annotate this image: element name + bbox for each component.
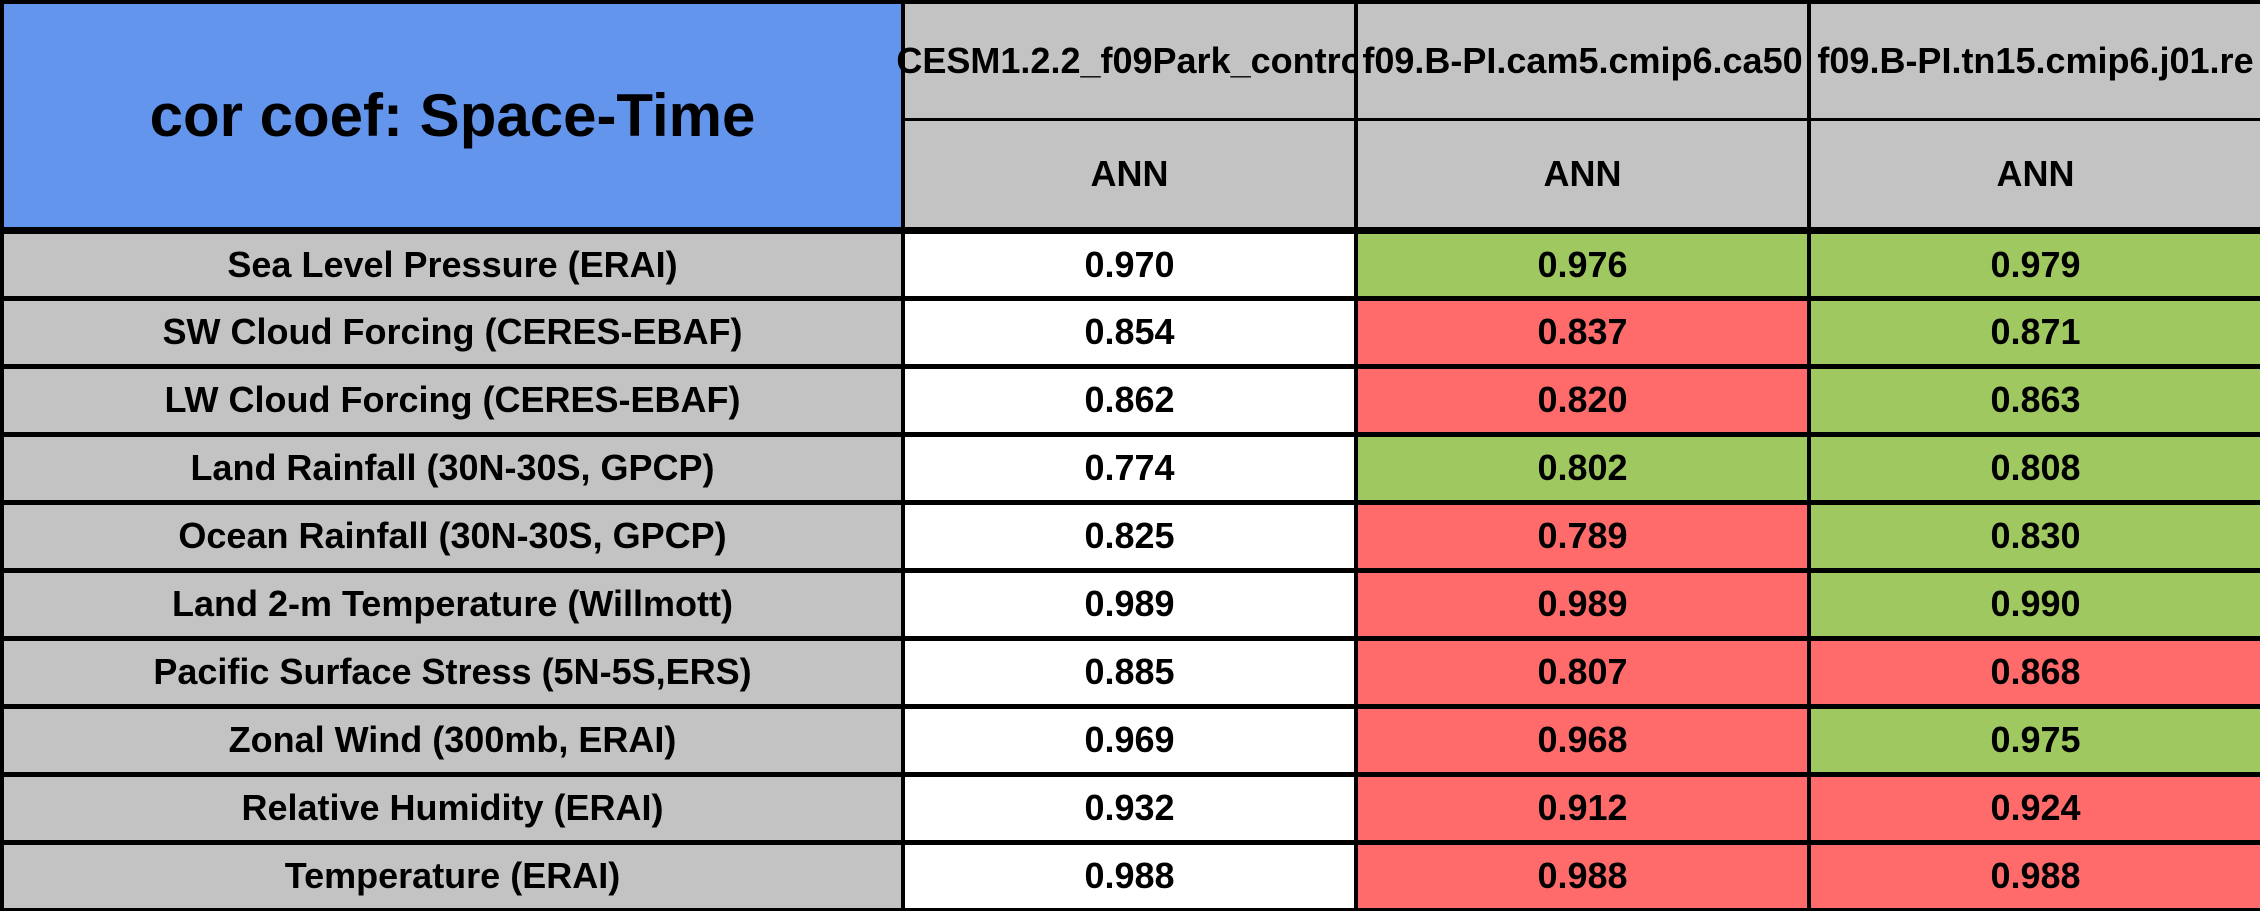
value-cell: 0.970 (901, 227, 1358, 301)
value-cell: 0.802 (1354, 431, 1811, 505)
table-row: SW Cloud Forcing (CERES-EBAF) 0.854 0.83… (0, 295, 2260, 369)
table-row: Sea Level Pressure (ERAI) 0.970 0.976 0.… (0, 227, 2260, 301)
value-cell: 0.932 (901, 771, 1358, 845)
table-title: cor coef: Space-Time (0, 0, 905, 234)
value-cell: 0.871 (1807, 295, 2260, 369)
value-cell: 0.979 (1807, 227, 2260, 301)
value-cell: 0.808 (1807, 431, 2260, 505)
value-cell: 0.830 (1807, 499, 2260, 573)
row-label: Zonal Wind (300mb, ERAI) (0, 703, 905, 777)
value-cell: 0.989 (901, 567, 1358, 641)
row-label: Land 2-m Temperature (Willmott) (0, 567, 905, 641)
value-cell: 0.968 (1354, 703, 1811, 777)
value-cell: 0.774 (901, 431, 1358, 505)
value-cell: 0.989 (1354, 567, 1811, 641)
season-header-3: ANN (1807, 117, 2260, 234)
table-row: Ocean Rainfall (30N-30S, GPCP) 0.825 0.7… (0, 499, 2260, 573)
table-header: cor coef: Space-Time CESM1.2.2_f09Park_c… (0, 0, 2260, 234)
column-header-model-3: f09.B-PI.tn15.cmip6.j01.re (1807, 0, 2260, 121)
model-name-2: f09.B-PI.cam5.cmip6.ca50 (1362, 39, 1803, 81)
row-label: Ocean Rainfall (30N-30S, GPCP) (0, 499, 905, 573)
model-name-1: CESM1.2.2_f09Park_contro (896, 39, 1363, 81)
value-cell: 0.789 (1354, 499, 1811, 573)
table-row: Relative Humidity (ERAI) 0.932 0.912 0.9… (0, 771, 2260, 845)
value-cell: 0.988 (1354, 839, 1811, 911)
model-name-3: f09.B-PI.tn15.cmip6.j01.re (1817, 39, 2254, 81)
value-cell: 0.807 (1354, 635, 1811, 709)
row-label: Relative Humidity (ERAI) (0, 771, 905, 845)
season-header-row: ANN ANN ANN (2, 117, 2260, 234)
model-header-row: cor coef: Space-Time CESM1.2.2_f09Park_c… (0, 0, 2260, 234)
table-row: Land 2-m Temperature (Willmott) 0.989 0.… (0, 567, 2260, 641)
value-cell: 0.976 (1354, 227, 1811, 301)
season-header-1: ANN (901, 117, 1358, 234)
value-cell: 0.885 (901, 635, 1358, 709)
table-row: LW Cloud Forcing (CERES-EBAF) 0.862 0.82… (0, 363, 2260, 437)
value-cell: 0.825 (901, 499, 1358, 573)
table-row: Temperature (ERAI) 0.988 0.988 0.988 (0, 839, 2260, 911)
table-body: Sea Level Pressure (ERAI) 0.970 0.976 0.… (0, 227, 2260, 911)
row-label: LW Cloud Forcing (CERES-EBAF) (0, 363, 905, 437)
value-cell: 0.990 (1807, 567, 2260, 641)
row-label: Sea Level Pressure (ERAI) (0, 227, 905, 301)
table-row: Pacific Surface Stress (5N-5S,ERS) 0.885… (0, 635, 2260, 709)
season-header-2: ANN (1354, 117, 1811, 234)
value-cell: 0.924 (1807, 771, 2260, 845)
value-cell: 0.912 (1354, 771, 1811, 845)
value-cell: 0.820 (1354, 363, 1811, 437)
column-header-model-1: CESM1.2.2_f09Park_contro (896, 0, 1363, 121)
row-label: Temperature (ERAI) (0, 839, 905, 911)
value-cell: 0.837 (1354, 295, 1811, 369)
value-cell: 0.988 (1807, 839, 2260, 911)
value-cell: 0.868 (1807, 635, 2260, 709)
value-cell: 0.854 (901, 295, 1358, 369)
row-label: Pacific Surface Stress (5N-5S,ERS) (0, 635, 905, 709)
table-row: Zonal Wind (300mb, ERAI) 0.969 0.968 0.9… (0, 703, 2260, 777)
row-label: Land Rainfall (30N-30S, GPCP) (0, 431, 905, 505)
value-cell: 0.969 (901, 703, 1358, 777)
value-cell: 0.863 (1807, 363, 2260, 437)
value-cell: 0.975 (1807, 703, 2260, 777)
column-header-model-2: f09.B-PI.cam5.cmip6.ca50 (1354, 0, 1811, 121)
table-row: Land Rainfall (30N-30S, GPCP) 0.774 0.80… (0, 431, 2260, 505)
row-label: SW Cloud Forcing (CERES-EBAF) (0, 295, 905, 369)
value-cell: 0.862 (901, 363, 1358, 437)
value-cell: 0.988 (901, 839, 1358, 911)
